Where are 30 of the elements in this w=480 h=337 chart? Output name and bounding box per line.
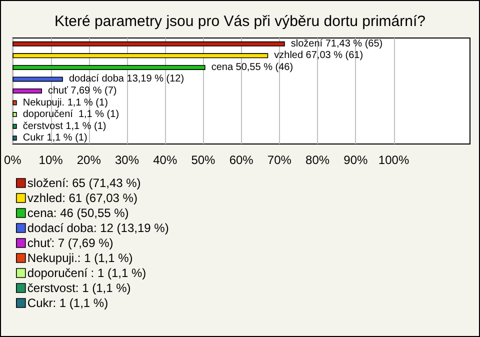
- x-tick-label: 20%: [76, 153, 102, 167]
- x-tick-label: 50%: [191, 153, 216, 167]
- data-label: doporučení 1,1 % (1): [22, 109, 120, 120]
- legend-label: Nekupuji.: 1 (1,1 %): [27, 251, 133, 265]
- x-tick-label: 10%: [38, 153, 64, 167]
- legend-label: doporučení : 1 (1,1 %): [27, 266, 146, 280]
- data-label: cena 50,55 % (46): [211, 62, 294, 73]
- x-tick-label: 100%: [378, 153, 410, 167]
- legend-label: složení: 65 (71,43 %): [27, 176, 141, 190]
- data-label: chuť 7,69 % (7): [48, 86, 117, 96]
- data-label: složení 71,43 % (65): [290, 38, 383, 50]
- x-tick-label: 60%: [229, 153, 254, 167]
- data-label: Nekupuji. 1,1 % (1): [22, 97, 108, 108]
- x-tick-label: 80%: [306, 153, 330, 167]
- data-label: dodací doba 13,19 % (12): [68, 74, 184, 85]
- x-tick-label: 40%: [153, 153, 178, 167]
- x-tick-label: 30%: [114, 153, 140, 167]
- legend-label: Cukr: 1 (1,1 %): [27, 296, 108, 310]
- x-tick-label: 70%: [267, 153, 292, 167]
- data-label: čerstvost 1,1 % (1): [22, 120, 106, 132]
- legend-label: čerstvost: 1 (1,1 %): [27, 281, 131, 295]
- legend-label: vzhled: 61 (67,03 %): [27, 191, 138, 205]
- legend-label: dodací doba: 12 (13,19 %): [27, 221, 169, 235]
- x-tick-label: 0%: [4, 153, 22, 167]
- chart-title: Které parametry jsou pro Vás při výběru dortu primární?: [54, 13, 426, 30]
- legend-label: cena: 46 (50,55 %): [27, 206, 129, 220]
- legend-label: chuť: 7 (7,69 %): [27, 236, 114, 250]
- data-label: vzhled 67,03 % (61): [274, 50, 364, 62]
- x-tick-label: 90%: [344, 153, 368, 167]
- data-label: Cukr 1,1 % (1): [22, 132, 88, 144]
